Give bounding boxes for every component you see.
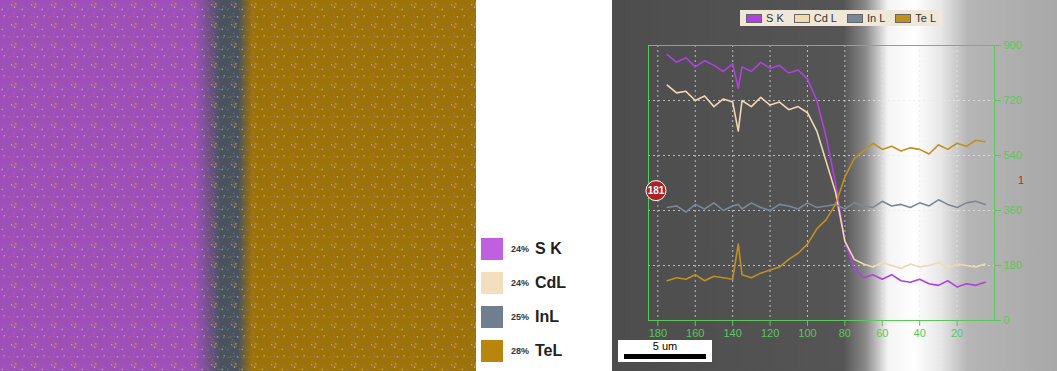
svg-text:180: 180	[1004, 259, 1022, 271]
html-text:1: 1	[1018, 174, 1025, 186]
html-text:InL: InL	[535, 308, 559, 325]
html-text:24%: 24%	[511, 278, 529, 288]
html-text:24%: 24%	[511, 244, 529, 254]
html-text:Cd L: Cd L	[813, 12, 837, 24]
svg-text:180: 180	[649, 327, 667, 339]
svg-text:80: 80	[839, 327, 851, 339]
svg-text:540: 540	[1004, 149, 1022, 161]
html-text:TeL: TeL	[535, 342, 563, 359]
svg-text:120: 120	[761, 327, 779, 339]
svg-text:40: 40	[914, 327, 926, 339]
svg-text:900: 900	[1004, 39, 1022, 51]
html-text:S K: S K	[766, 12, 784, 24]
svg-text:720: 720	[1004, 94, 1022, 106]
svg-text:100: 100	[798, 327, 816, 339]
html-text:In L: In L	[867, 12, 886, 24]
html-text:S K: S K	[535, 240, 562, 257]
html-text:Te L: Te L	[915, 12, 937, 24]
svg-text:160: 160	[686, 327, 704, 339]
svg-text:140: 140	[723, 327, 741, 339]
html-text:CdL: CdL	[535, 274, 567, 291]
svg-text:60: 60	[876, 327, 888, 339]
svg-text:20: 20	[951, 327, 963, 339]
svg-text:360: 360	[1004, 204, 1022, 216]
svg-text:181: 181	[648, 185, 665, 196]
html-text:25%: 25%	[511, 312, 529, 322]
html-text:28%: 28%	[511, 346, 529, 356]
svg-text:0: 0	[1004, 314, 1010, 326]
html-text:5 um: 5 um	[652, 340, 678, 352]
